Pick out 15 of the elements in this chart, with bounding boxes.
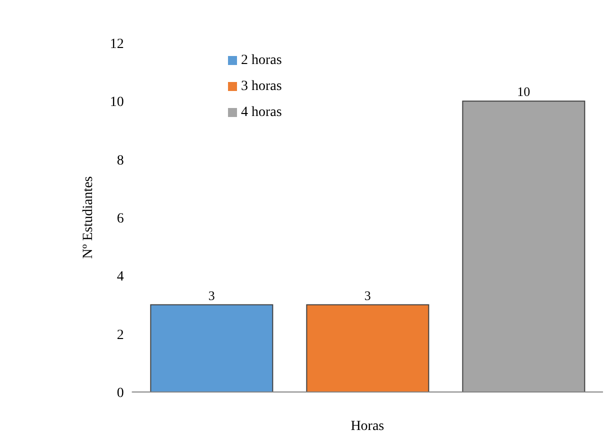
- y-tick-label: 10: [110, 95, 124, 110]
- y-tick-label: 4: [116, 270, 124, 285]
- y-axis-title: Nº Estudiantes: [80, 176, 96, 259]
- x-axis-title: Horas: [350, 419, 384, 434]
- y-tick-label: 2: [116, 328, 124, 343]
- legend-label: 3 horas: [241, 79, 282, 94]
- legend-label: 4 horas: [241, 105, 282, 120]
- y-tick-label: 0: [116, 386, 124, 401]
- data-label: 10: [517, 84, 530, 100]
- y-tick-label: 12: [110, 36, 124, 52]
- data-label: 3: [208, 288, 215, 303]
- data-label: 3: [364, 288, 371, 303]
- legend-label: 2 horas: [241, 53, 282, 68]
- y-tick-label: 8: [116, 153, 124, 168]
- y-tick-label: 6: [116, 211, 124, 226]
